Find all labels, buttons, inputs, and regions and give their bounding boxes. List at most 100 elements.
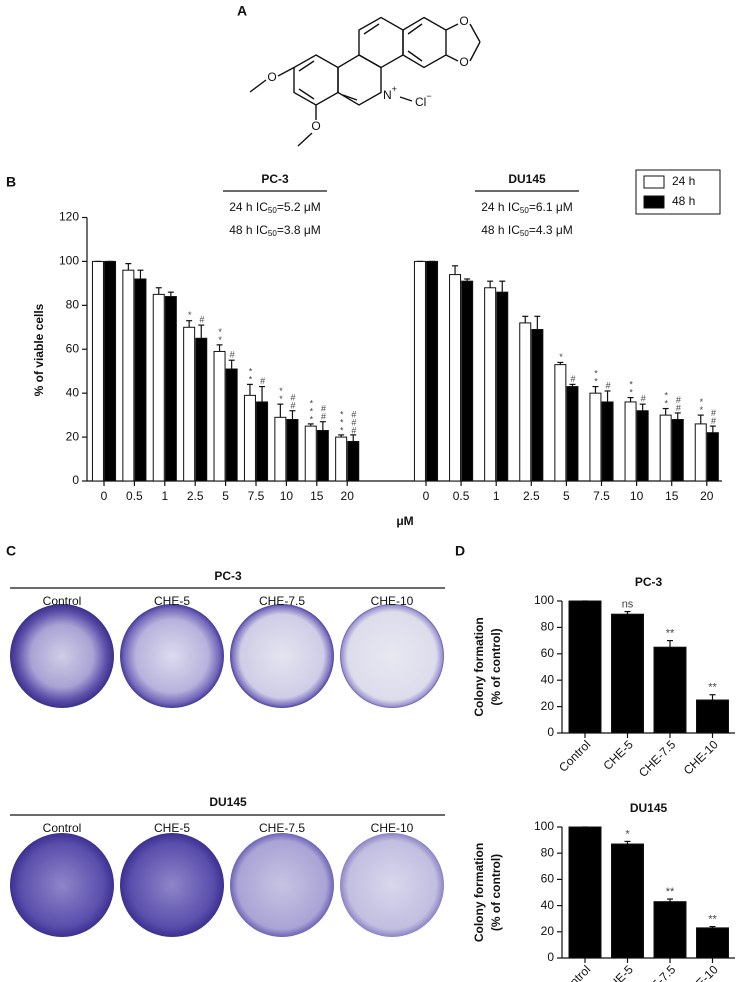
- significance-label: **: [246, 366, 256, 382]
- bar: [611, 613, 644, 734]
- error-bar: [709, 925, 716, 928]
- x-tick-label: 15: [665, 489, 679, 503]
- x-tick-label: CHE-5: [600, 737, 636, 773]
- x-axis-label: μM: [396, 514, 413, 528]
- significance-label: #: [603, 380, 613, 388]
- error-bar: [186, 320, 193, 328]
- significance-label: ###: [349, 409, 359, 433]
- bar: [531, 328, 544, 482]
- ic50-text: =4.3 μM: [529, 223, 573, 237]
- x-tick-label: 15: [310, 489, 324, 503]
- panel-letter: D: [455, 543, 465, 559]
- error-bar: [289, 410, 296, 420]
- y-tick-label: 60: [66, 341, 80, 355]
- error-bar: [155, 287, 162, 295]
- bar: [519, 322, 532, 482]
- bar: [566, 386, 579, 482]
- x-tick-label: 1: [161, 489, 168, 503]
- error-bar: [709, 694, 716, 700]
- x-tick-label: 1: [493, 489, 500, 503]
- bar: [413, 260, 426, 482]
- y-tick-label: 0: [547, 950, 554, 964]
- y-axis-label: Colony formation: [472, 843, 486, 942]
- bar: [496, 291, 509, 482]
- bar: [134, 278, 147, 482]
- error-bar: [667, 898, 673, 902]
- ic50-subscript: 50: [268, 229, 277, 238]
- error-bar: [522, 315, 529, 323]
- bar: [122, 269, 135, 482]
- ic50-label: 48 h IC50=4.3 μM: [481, 223, 573, 238]
- bar: [183, 326, 196, 482]
- atom-label: O: [459, 14, 468, 28]
- plate-label: Control: [43, 821, 82, 835]
- significance-label: #: [227, 350, 237, 358]
- group-title: DU145: [209, 795, 247, 809]
- x-tick-label: 5: [563, 489, 570, 503]
- atom-label: O: [311, 119, 320, 133]
- y-tick-label: 20: [541, 924, 555, 938]
- bar: [213, 350, 226, 482]
- ic50-subscript: 50: [520, 206, 529, 215]
- error-bar: [624, 840, 631, 845]
- bar: [659, 414, 672, 482]
- bar: [636, 410, 649, 482]
- error-bar: [216, 344, 223, 352]
- bar: [696, 699, 729, 734]
- error-bar: [137, 269, 144, 279]
- x-tick-label: 7.5: [593, 489, 610, 503]
- significance-label: *: [625, 828, 630, 840]
- bar: [243, 394, 256, 482]
- error-bar: [569, 383, 576, 387]
- x-tick-label: CHE-7.5: [636, 962, 679, 982]
- bar: [274, 416, 287, 482]
- error-bar: [125, 263, 132, 271]
- bar: [696, 927, 729, 959]
- x-tick-label: 2.5: [187, 489, 204, 503]
- significance-label: *: [185, 310, 195, 318]
- error-bar: [662, 407, 669, 416]
- chart-title: PC-3: [635, 575, 663, 589]
- bar: [589, 392, 602, 482]
- ic50-subscript: 50: [268, 206, 277, 215]
- x-tick-label: 20: [341, 489, 355, 503]
- significance-label: **: [661, 391, 671, 407]
- significance-label: ##: [673, 395, 683, 411]
- plate-label: CHE-7.5: [259, 594, 305, 608]
- ic50-text: =6.1 μM: [529, 200, 573, 214]
- error-bar: [592, 385, 599, 394]
- significance-label: #: [568, 374, 578, 382]
- atom-label: O: [267, 70, 276, 84]
- ic50-label: 24 h IC50=6.1 μM: [481, 200, 573, 215]
- x-tick-label: 7.5: [248, 489, 265, 503]
- y-tick-label: 80: [66, 298, 80, 312]
- y-tick-label: 100: [534, 819, 554, 833]
- group-title: DU145: [508, 172, 546, 186]
- panel-letter: A: [237, 3, 247, 19]
- error-bar: [709, 425, 716, 433]
- x-tick-label: CHE-7.5: [636, 737, 679, 780]
- plate-label: Control: [43, 594, 82, 608]
- y-tick-label: 20: [541, 699, 555, 713]
- significance-label: **: [666, 886, 675, 898]
- y-tick-label: 40: [66, 385, 80, 399]
- error-bar: [624, 610, 631, 615]
- significance-label: ##: [708, 408, 718, 424]
- bar: [611, 843, 644, 959]
- bar: [554, 364, 567, 482]
- bar: [671, 419, 684, 482]
- bar: [449, 274, 462, 482]
- error-bar: [557, 361, 564, 365]
- y-axis-label: (% of control): [489, 628, 503, 705]
- counterion: Cl−: [415, 91, 432, 109]
- error-bar: [639, 403, 646, 411]
- error-bar: [259, 385, 266, 402]
- bar: [601, 401, 614, 482]
- y-tick-label: 60: [541, 646, 555, 660]
- plate-label: CHE-5: [154, 594, 190, 608]
- y-tick-label: 80: [541, 620, 555, 634]
- ic50-text: =5.2 μM: [277, 200, 321, 214]
- significance-label: **: [708, 682, 717, 694]
- y-tick-label: 40: [541, 898, 555, 912]
- significance-label: **: [696, 397, 706, 413]
